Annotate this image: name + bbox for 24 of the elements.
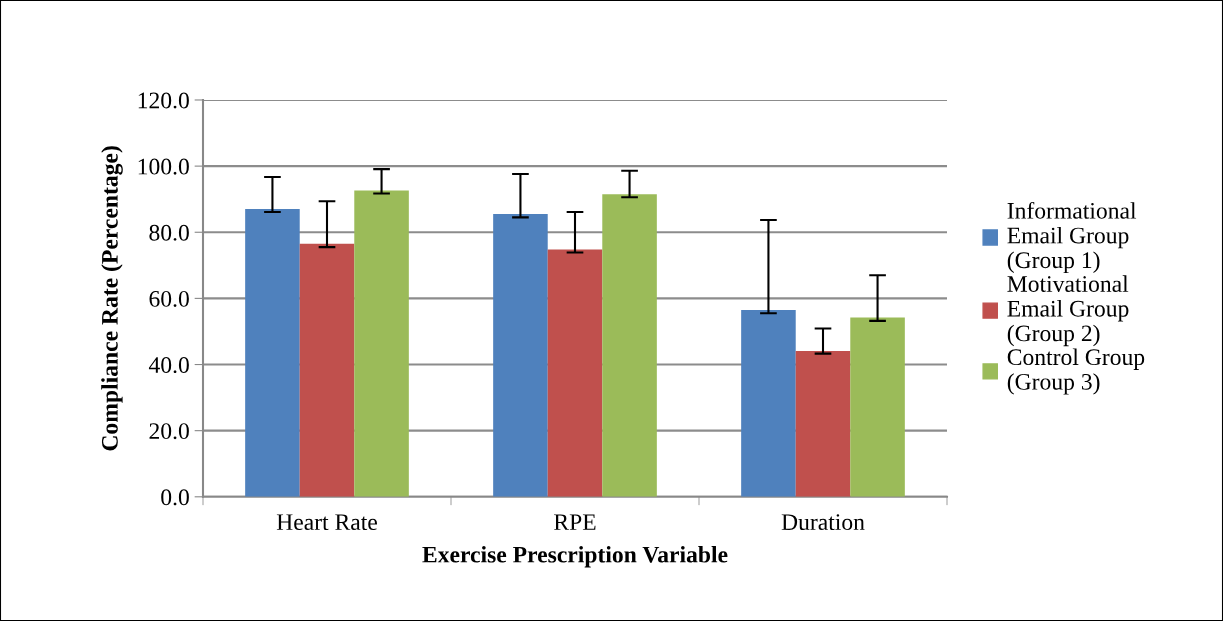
legend-label: Informational Email Group (Group 1) bbox=[1007, 201, 1137, 273]
x-tick-label: Duration bbox=[781, 514, 865, 531]
bar bbox=[741, 309, 796, 497]
legend-label: Control Group (Group 3) bbox=[1007, 348, 1145, 395]
bar bbox=[245, 209, 300, 497]
y-axis-title: Compliance Rate (Percentage) bbox=[101, 146, 123, 451]
bar bbox=[795, 350, 851, 497]
x-tick-label: RPE bbox=[554, 514, 596, 530]
y-tick-label: 0.0 bbox=[161, 489, 189, 506]
legend-label: Motivational Email Group (Group 2) bbox=[1007, 275, 1129, 347]
x-tick-label: Heart Rate bbox=[276, 514, 377, 531]
y-tick-label: 80.0 bbox=[149, 224, 189, 241]
y-tick-label: 60.0 bbox=[149, 290, 189, 307]
y-tick-label: 100.0 bbox=[138, 158, 189, 175]
y-tick-label: 120.0 bbox=[138, 92, 189, 109]
y-tick-label: 40.0 bbox=[148, 357, 189, 374]
bar bbox=[547, 249, 603, 497]
bar bbox=[299, 243, 355, 497]
bar bbox=[493, 214, 548, 497]
bar bbox=[602, 194, 657, 497]
y-tick-label: 20.0 bbox=[149, 423, 189, 440]
x-axis-title: Exercise Prescription Variable bbox=[422, 545, 728, 568]
bar bbox=[354, 190, 409, 497]
bar bbox=[850, 317, 905, 497]
